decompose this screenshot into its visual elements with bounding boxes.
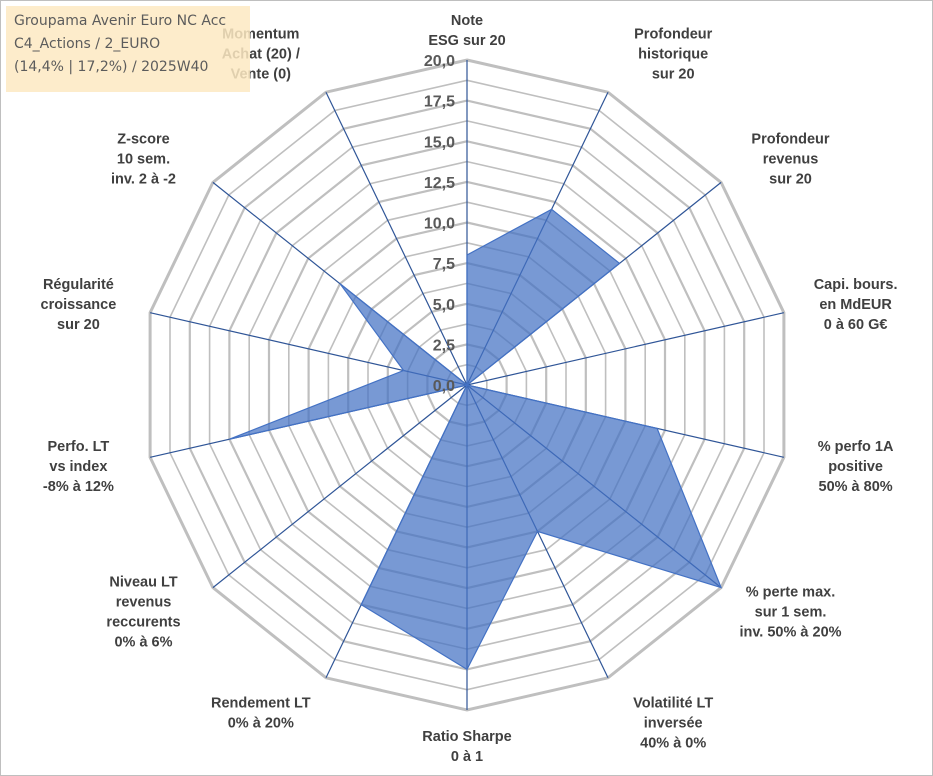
- axis-spoke: [466, 312, 785, 386]
- axis-label-line: 0 à 1: [451, 749, 483, 765]
- tick-label: 12,5: [424, 175, 455, 192]
- radial-tick-labels: 0,0 2,5 5,0 7,5 10,0 12,5 15,0 17,5 20,0: [424, 53, 455, 395]
- axis-label-line: 40% à 0%: [640, 736, 706, 752]
- axis-label-line: sur 20: [652, 66, 695, 82]
- axis-label-line: Capi. bours.: [814, 277, 898, 293]
- axis-label-line: sur 20: [57, 317, 100, 333]
- fund-title-box: Groupama Avenir Euro NC Acc C4_Actions /…: [6, 6, 250, 92]
- axis-label-line: 0% à 6%: [114, 634, 172, 650]
- axis-label-line: Régularité: [43, 277, 114, 293]
- radar-series: [229, 208, 723, 671]
- axis-label-line: 50% à 80%: [819, 479, 893, 495]
- fund-category: C4_Actions / 2_EURO: [14, 36, 161, 52]
- axis-label: % perte max. sur 1 sem. inv. 50% à 20%: [739, 584, 841, 640]
- axis-label-line: en MdEUR: [819, 297, 892, 313]
- axis-label-line: croissance: [41, 297, 117, 313]
- axis-label: Ratio Sharpe 0 à 1: [422, 729, 511, 765]
- tick-label: 7,5: [433, 256, 455, 273]
- axis-label-line: vs index: [49, 459, 107, 475]
- axis-label-line: Z-score: [117, 132, 169, 148]
- axis-label-line: Ratio Sharpe: [422, 729, 511, 745]
- axis-label-line: historique: [638, 46, 708, 62]
- axis-label: Profondeur revenus sur 20: [751, 132, 829, 188]
- axis-label: % perfo 1A positive 50% à 80%: [818, 439, 894, 495]
- axis-label-line: -8% à 12%: [43, 479, 114, 495]
- tick-label: 20,0: [424, 53, 455, 70]
- axis-label-line: % perfo 1A: [818, 439, 894, 455]
- tick-label: 15,0: [424, 134, 455, 151]
- axis-label-line: inversée: [644, 716, 703, 732]
- axis-spoke: [325, 91, 468, 386]
- fund-stats: (14,4% | 17,2%) / 2025W40: [14, 59, 209, 75]
- axis-label-line: revenus: [763, 152, 819, 168]
- axis-label-line: inv. 2 à -2: [111, 172, 176, 188]
- tick-label: 17,5: [424, 94, 455, 111]
- axis-label: Volatilité LT inversée 40% à 0%: [633, 696, 713, 752]
- axis-label-line: ESG sur 20: [428, 33, 505, 49]
- tick-label: 5,0: [433, 297, 455, 314]
- axis-label-line: % perte max.: [746, 584, 835, 600]
- axis-label: Perfo. LT vs index -8% à 12%: [43, 439, 114, 495]
- axis-label-line: Profondeur: [751, 132, 829, 148]
- axis-label-line: Niveau LT: [109, 574, 177, 590]
- axis-label-line: Perfo. LT: [48, 439, 110, 455]
- axis-label: Rendement LT 0% à 20%: [211, 696, 311, 732]
- axis-label-line: sur 1 sem.: [755, 604, 827, 620]
- axis-label: Régularité croissance sur 20: [41, 277, 117, 333]
- axis-label-line: revenus: [116, 594, 172, 610]
- axis-label: Z-score 10 sem. inv. 2 à -2: [111, 132, 176, 188]
- axis-label-line: 10 sem.: [117, 152, 170, 168]
- fund-name: Groupama Avenir Euro NC Acc: [14, 13, 227, 29]
- axis-label-line: inv. 50% à 20%: [739, 624, 841, 640]
- axis-label: Profondeur historique sur 20: [634, 26, 712, 82]
- axis-label: Niveau LT revenus reccurents 0% à 6%: [106, 574, 180, 650]
- axis-label-line: positive: [828, 459, 883, 475]
- tick-label: 0,0: [433, 378, 455, 395]
- axis-label-line: Note: [451, 13, 483, 29]
- tick-label: 10,0: [424, 216, 455, 233]
- axis-label-line: sur 20: [769, 172, 812, 188]
- axis-label-line: 0% à 20%: [228, 716, 294, 732]
- axis-label-line: 0 à 60 G€: [824, 317, 888, 333]
- axis-spoke: [212, 384, 468, 589]
- axis-label-line: Profondeur: [634, 26, 712, 42]
- axis-label-line: Rendement LT: [211, 696, 311, 712]
- axis-label-line: reccurents: [106, 614, 180, 630]
- axis-label: Capi. bours. en MdEUR 0 à 60 G€: [814, 277, 898, 333]
- axis-labels: Note ESG sur 20 Profondeur historique sur 20…: [41, 13, 898, 765]
- axis-label-line: Volatilité LT: [633, 696, 713, 712]
- tick-label: 2,5: [433, 337, 455, 354]
- series-area: [229, 208, 723, 671]
- axis-label: Note ESG sur 20: [428, 13, 505, 49]
